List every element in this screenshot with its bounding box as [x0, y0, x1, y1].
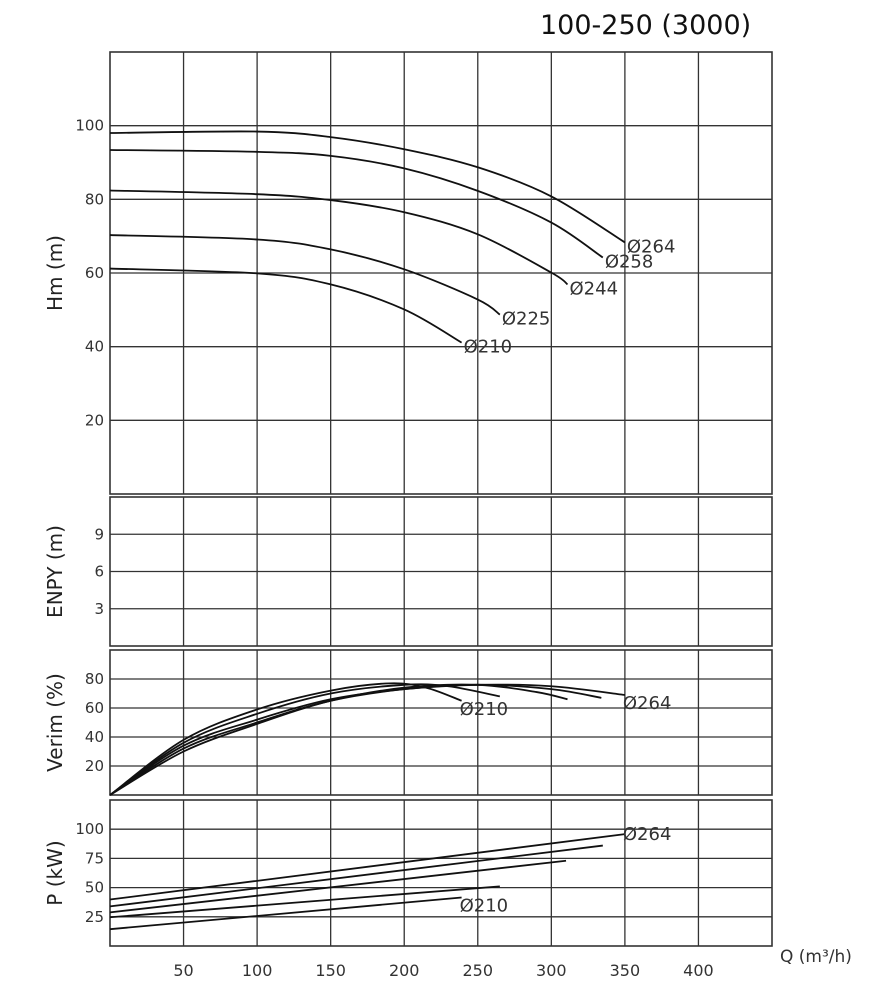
x-tick-label: 100	[242, 961, 273, 980]
x-tick-label: 400	[683, 961, 714, 980]
power-y-tick-label: 25	[85, 908, 104, 926]
power-y-tick-label: 50	[85, 879, 104, 897]
npsh-y-tick-label: 6	[94, 563, 104, 581]
efficiency-curve-d225	[109, 683, 501, 796]
power-label-d264: Ø264	[623, 824, 672, 845]
efficiency-y-tick-label: 80	[85, 670, 104, 688]
efficiency-y-tick-label: 40	[85, 728, 104, 746]
head-label-d225: Ø225	[502, 309, 551, 330]
head-y-tick-label: 100	[75, 117, 104, 135]
power-curve-d244	[109, 859, 567, 914]
head-curve-d258	[109, 149, 604, 259]
npsh-y-axis-label: ENPY (m)	[43, 525, 67, 618]
head-label-d210: Ø210	[464, 337, 513, 358]
npsh-y-tick-label: 3	[94, 600, 104, 618]
efficiency-y-tick-label: 20	[85, 757, 104, 775]
efficiency-label-d264: Ø264	[623, 693, 672, 714]
power-panel-frame	[109, 799, 773, 947]
head-curve-d225	[109, 234, 501, 316]
power-curve-d264	[109, 833, 626, 901]
x-axis-label: Q (m³/h)	[780, 947, 852, 967]
efficiency-y-axis-label: Verim (%)	[43, 673, 67, 772]
chart-title: 100-250 (3000)	[540, 10, 752, 41]
head-y-tick-label: 60	[85, 264, 104, 282]
x-tick-label: 200	[389, 961, 420, 980]
efficiency-y-tick-label: 60	[85, 699, 104, 717]
head-y-tick-label: 20	[85, 411, 104, 429]
head-label-d258: Ø258	[605, 252, 654, 273]
efficiency-curve-d244	[109, 683, 568, 796]
power-y-tick-label: 75	[85, 849, 104, 867]
power-curve-d210	[109, 896, 462, 931]
power-y-tick-label: 100	[75, 820, 104, 838]
head-y-axis-label: Hm (m)	[43, 235, 67, 311]
npsh-y-tick-label: 9	[94, 525, 104, 543]
head-curve-d210	[109, 267, 463, 344]
head-y-tick-label: 40	[85, 338, 104, 356]
efficiency-curve-d264	[109, 683, 625, 796]
power-y-axis-label: P (kW)	[43, 840, 67, 905]
head-curve-d244	[109, 189, 569, 286]
head-curve-d264	[109, 130, 626, 244]
x-tick-label: 50	[173, 961, 193, 980]
head-label-d264: Ø264	[627, 236, 676, 257]
x-tick-label: 350	[610, 961, 641, 980]
power-curve-d225	[109, 885, 500, 919]
efficiency-label-d210: Ø210	[460, 699, 509, 720]
head-label-d244: Ø244	[570, 278, 619, 299]
efficiency-panel-frame	[109, 649, 773, 796]
efficiency-curve-d210	[109, 682, 462, 796]
head-y-tick-label: 80	[85, 190, 104, 208]
power-curve-d258	[109, 844, 603, 908]
x-tick-label: 250	[463, 961, 494, 980]
power-label-d210: Ø210	[460, 896, 509, 917]
x-tick-label: 150	[315, 961, 346, 980]
x-tick-label: 300	[536, 961, 567, 980]
